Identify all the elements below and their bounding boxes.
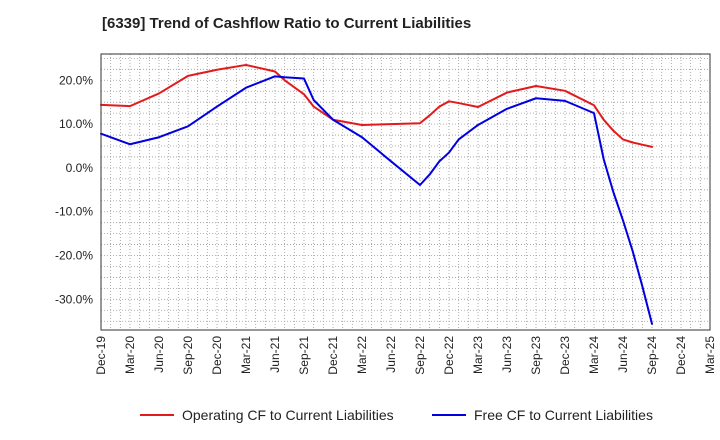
y-axis-ticks: 20.0% 10.0% 0.0% -10.0% -20.0% -30.0% bbox=[55, 73, 93, 306]
legend-swatch-free-cf bbox=[432, 414, 466, 416]
x-tick-label: Dec-23 bbox=[558, 336, 572, 375]
x-tick-label: Dec-20 bbox=[210, 336, 224, 375]
x-tick-label: Mar-25 bbox=[703, 336, 717, 374]
y-tick-label: -30.0% bbox=[55, 292, 93, 306]
x-tick-label: Jun-24 bbox=[616, 336, 630, 373]
x-axis-ticks: Dec-19 Mar-20 Jun-20 Sep-20 Dec-20 Mar-21 Jun-… bbox=[94, 336, 717, 375]
series-lines bbox=[100, 63, 653, 325]
x-tick-label: Sep-23 bbox=[529, 336, 543, 375]
x-tick-label: Mar-24 bbox=[587, 336, 601, 374]
y-tick-label: -10.0% bbox=[55, 205, 93, 219]
x-tick-label: Jun-23 bbox=[500, 336, 514, 373]
legend: Operating CF to Current Liabilities Free… bbox=[0, 404, 720, 426]
plot-background bbox=[101, 54, 710, 330]
legend-swatch-operating-cf bbox=[140, 414, 174, 416]
x-tick-label: Sep-24 bbox=[645, 336, 659, 375]
x-tick-label: Mar-21 bbox=[239, 336, 253, 374]
x-tick-label: Mar-22 bbox=[355, 336, 369, 374]
y-tick-label: 10.0% bbox=[59, 117, 93, 131]
x-tick-label: Sep-22 bbox=[413, 336, 427, 375]
x-tick-label: Dec-22 bbox=[442, 336, 456, 375]
x-tick-label: Dec-19 bbox=[94, 336, 108, 375]
y-tick-label: -20.0% bbox=[55, 249, 93, 263]
legend-item-free-cf: Free CF to Current Liabilities bbox=[432, 404, 653, 426]
x-tick-label: Jun-21 bbox=[268, 336, 282, 373]
series-line-operating-cf bbox=[100, 63, 653, 148]
x-tick-label: Jun-22 bbox=[384, 336, 398, 373]
plot-border bbox=[100, 53, 711, 331]
y-tick-label: 20.0% bbox=[59, 73, 93, 87]
x-tick-label: Jun-20 bbox=[152, 336, 166, 373]
legend-label-operating-cf: Operating CF to Current Liabilities bbox=[182, 407, 394, 423]
legend-item-operating-cf: Operating CF to Current Liabilities bbox=[140, 404, 394, 426]
legend-label-free-cf: Free CF to Current Liabilities bbox=[474, 407, 653, 423]
x-tick-label: Sep-20 bbox=[181, 336, 195, 375]
x-tick-label: Mar-23 bbox=[471, 336, 485, 374]
x-tick-label: Sep-21 bbox=[297, 336, 311, 375]
grid-lines bbox=[101, 54, 710, 330]
x-tick-label: Dec-21 bbox=[326, 336, 340, 375]
x-tick-label: Mar-20 bbox=[123, 336, 137, 374]
series-line-free-cf bbox=[100, 75, 653, 325]
chart-title: [6339] Trend of Cashflow Ratio to Curren… bbox=[102, 15, 472, 32]
x-tick-label: Dec-24 bbox=[674, 336, 688, 375]
y-tick-label: 0.0% bbox=[66, 161, 94, 175]
